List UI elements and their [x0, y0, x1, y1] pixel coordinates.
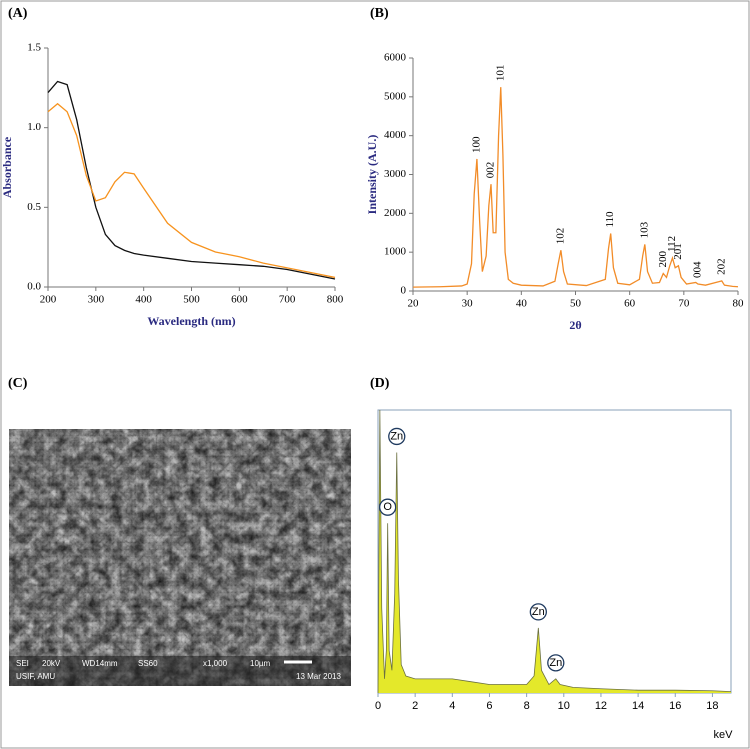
y-axis-label: Absorbance [0, 136, 14, 198]
x-tick-label: 60 [624, 298, 636, 310]
y-tick-label: 1000 [384, 246, 407, 258]
x-tick-label: 300 [88, 294, 105, 306]
annotation: Zn [390, 430, 403, 442]
annotation: 101 [494, 65, 506, 82]
y-tick-label: 5000 [384, 90, 407, 102]
annotation: 201 [672, 243, 684, 260]
annotation-circle [379, 498, 397, 516]
y-tick-label: 4000 [384, 129, 407, 141]
sem-info: USIF, AMU [16, 672, 55, 681]
x-tick-label: 2 [412, 700, 418, 712]
x-tick-label: 6 [486, 700, 492, 712]
x-tick-label: 16 [669, 700, 681, 712]
annotation: 102 [554, 228, 566, 245]
x-tick-label: 14 [632, 700, 644, 712]
panel-label: (C) [8, 376, 28, 391]
annotation: 112 [666, 236, 678, 252]
y-tick-label: 2000 [384, 207, 407, 219]
annotation: 100 [470, 136, 482, 153]
x-tick-label: 80 [733, 298, 745, 310]
y-tick-label: 6000 [384, 52, 407, 64]
y-tick-label: 0 [401, 285, 407, 297]
y-axis-label: Intensity (A.U.) [365, 135, 379, 215]
x-tick-label: 12 [595, 700, 607, 712]
y-tick-label: 1.5 [27, 42, 41, 54]
x-tick-label: 600 [231, 294, 248, 306]
panel-label: (D) [370, 376, 390, 391]
sem-info: 13 Mar 2013 [296, 672, 341, 681]
x-tick-label: 50 [570, 298, 582, 310]
x-tick-label: 30 [462, 298, 474, 310]
line [412, 87, 739, 288]
y-tick-label: 1.0 [27, 121, 41, 133]
annotation: Zn [549, 657, 562, 669]
x-axis-label: Wavelength (nm) [147, 314, 235, 328]
sem-info: WD14mm [82, 659, 118, 668]
sem-info: SS60 [138, 659, 158, 668]
y-tick-label: 3000 [384, 168, 407, 180]
annotation-circle [388, 427, 406, 446]
annotation: 004 [691, 261, 703, 278]
x-axis-label: keV [714, 729, 734, 741]
x-tick-label: 8 [524, 700, 530, 712]
sem-panel: (C) SEI 20kV WD14mm SS60 x1,000 10µm USI… [8, 376, 351, 686]
x-tick-label: 4 [449, 700, 455, 712]
x-tick-label: 700 [279, 294, 296, 306]
sem-info: SEI [16, 659, 29, 668]
annotation: 110 [604, 211, 616, 228]
sem-info: 10µm [250, 659, 271, 668]
annotation: 002 [485, 162, 497, 179]
y-tick-label: 0.5 [27, 201, 41, 213]
area-outline [377, 409, 732, 694]
x-tick-label: 400 [135, 294, 152, 306]
area [378, 410, 731, 693]
x-tick-label: 200 [40, 294, 57, 306]
panel-label: (A) [8, 6, 28, 21]
x-tick-label: 18 [706, 700, 718, 712]
x-tick-label: 10 [558, 700, 570, 712]
x-tick-label: 40 [516, 298, 528, 310]
sem-shadow [9, 429, 351, 686]
annotation: 200 [657, 251, 669, 268]
x-tick-label: 500 [183, 294, 200, 306]
x-tick-label: 20 [408, 298, 420, 310]
annotation-circle [547, 654, 565, 672]
annotation: 103 [638, 221, 650, 238]
sem-info: x1,000 [203, 659, 228, 668]
x-tick-label: 800 [327, 294, 344, 306]
line [47, 80, 336, 280]
y-tick-label: 0.0 [27, 281, 41, 293]
plot-frame [377, 409, 732, 694]
x-axis-label: 2θ [569, 318, 581, 332]
annotation: Zn [532, 606, 545, 618]
x-tick-label: 70 [678, 298, 690, 310]
sem-info: 20kV [42, 659, 61, 668]
line [47, 102, 336, 279]
annotation-circle [529, 603, 547, 621]
annotation: O [383, 501, 392, 513]
annotation: 202 [715, 258, 727, 275]
x-tick-label: 0 [375, 700, 381, 712]
panel-label: (B) [370, 6, 389, 21]
